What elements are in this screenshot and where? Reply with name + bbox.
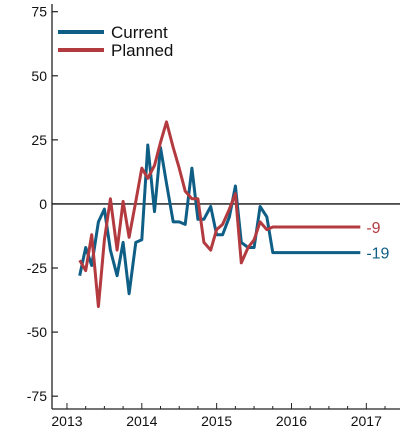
end-labels: -19 -9	[366, 220, 389, 263]
plot-frame	[51, 4, 400, 410]
legend-label-planned: Planned	[111, 41, 173, 60]
end-label-current: -19	[366, 246, 389, 263]
series-layer	[78, 120, 361, 308]
y-axis: 75 50 25 0 -25 -50 -75	[27, 4, 58, 404]
y-tick-label: 25	[31, 132, 47, 148]
x-axis: 2013 2014 2015 2016 2017	[51, 403, 386, 429]
y-tick-label: 0	[39, 196, 47, 212]
x-tick-label: 2013	[51, 413, 82, 429]
legend: Current Planned	[58, 23, 173, 60]
legend-label-current: Current	[111, 23, 168, 42]
x-tick-label: 2017	[351, 413, 382, 429]
series-line-current	[78, 143, 361, 296]
x-tick-label: 2014	[126, 413, 157, 429]
y-tick-label: 50	[31, 68, 47, 84]
series-line-planned	[78, 120, 361, 308]
y-tick-label: -50	[27, 324, 47, 340]
end-label-planned: -9	[366, 220, 380, 237]
x-tick-label: 2016	[276, 413, 307, 429]
y-tick-label: -75	[27, 388, 47, 404]
y-tick-label: -25	[27, 260, 47, 276]
x-tick-label: 2015	[201, 413, 232, 429]
y-tick-label: 75	[31, 4, 47, 20]
